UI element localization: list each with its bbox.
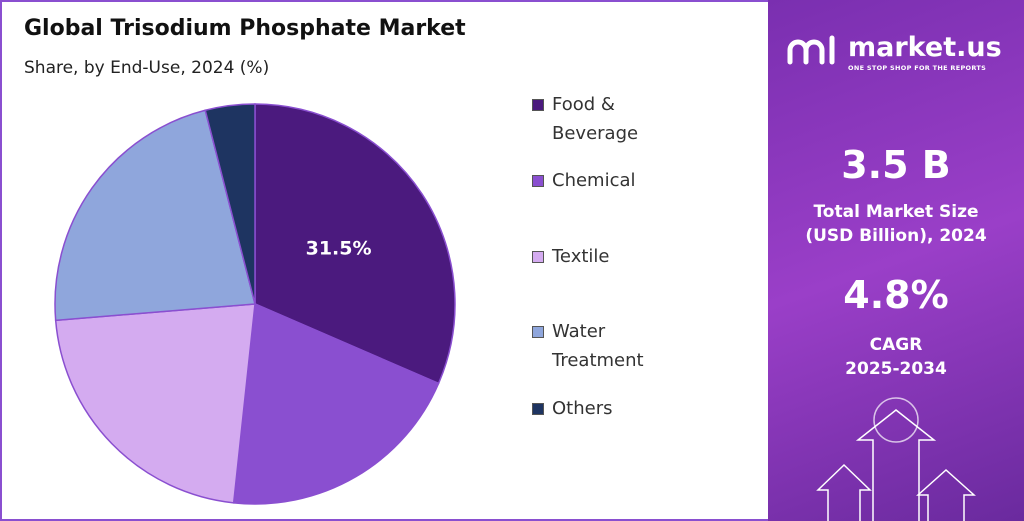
label-line: (USD Billion), 2024 [805, 226, 987, 246]
decoration [787, 35, 976, 521]
label-line: Total Market Size [813, 202, 979, 222]
legend-label: Food & Beverage [552, 94, 639, 144]
coin [873, 397, 919, 443]
legend-entry: Textile [532, 242, 672, 271]
arrows [816, 409, 976, 521]
tagline: ONE STOP SHOP FOR THE REPORTS [848, 64, 987, 72]
legend-entry: Chemical [532, 166, 672, 195]
market-size: 3.5 B [841, 143, 951, 187]
cagr-label: CAGR 2025-2034 [768, 333, 1024, 381]
legend-entry: Others [532, 394, 672, 423]
label-line: CAGR [869, 335, 923, 355]
legend-label: Chemical [552, 170, 636, 191]
brand: market.us [848, 32, 1002, 63]
data-label: 31.5% [306, 238, 372, 260]
legend-entry: Food & Beverage [532, 90, 672, 148]
pie-slice [232, 302, 440, 505]
cagr: 4.8% [843, 273, 949, 317]
chart-area: Global Trisodium Phosphate Market Share,… [0, 0, 768, 521]
label-line: 2025-2034 [845, 359, 947, 379]
legend-swatch [532, 326, 544, 338]
chart-subtitle: Share, by End-Use, 2024 (%) [24, 58, 270, 78]
legend-swatch [532, 251, 544, 263]
pie-slice [254, 103, 456, 385]
legend-label: Water Treatment [552, 321, 644, 371]
pie: 31.5% [54, 103, 456, 505]
pie-slice [204, 103, 256, 305]
legend-label: Textile [552, 246, 610, 267]
market-size-label: Total Market Size (USD Billion), 2024 [768, 200, 1024, 248]
legend-swatch [532, 175, 544, 187]
legend-entry: Water Treatment [532, 317, 672, 375]
logo-icon [787, 35, 835, 65]
legend-swatch [532, 99, 544, 111]
chart-title: Global Trisodium Phosphate Market [24, 16, 466, 41]
side-panel: market.us ONE STOP SHOP FOR THE REPORTS … [768, 0, 1024, 521]
pie-slice [54, 303, 256, 504]
legend-label: Others [552, 398, 613, 419]
legend-swatch [532, 403, 544, 415]
pie-slice [54, 109, 256, 322]
